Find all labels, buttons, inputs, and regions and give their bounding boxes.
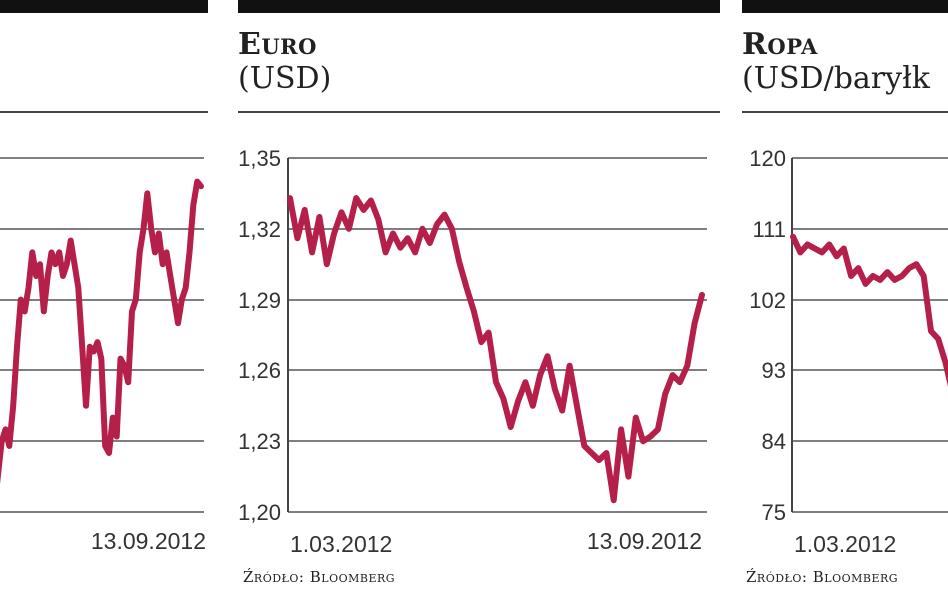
oil-y-tick-0: 120 [749, 146, 786, 171]
panel-2-header-bar [238, 0, 720, 13]
chart-panel-oil: 120 111 102 93 84 75 1.03.2012 [749, 146, 948, 557]
euro-x-end-label: 13.09.2012 [587, 528, 702, 554]
chart-panel-1: 13.09.2012 [0, 157, 206, 554]
chart-panel-euro: 1,35 1,32 1,29 1,26 1,23 1,20 1.03.2012 13.09… [238, 146, 707, 557]
oil-y-tick-5: 75 [762, 500, 786, 525]
panel-1-header-rule [0, 111, 208, 113]
panel-1-header-bar [0, 0, 208, 13]
euro-chart-unit: (USD) [238, 61, 332, 96]
panel-1-gridlines [0, 157, 204, 513]
euro-gridlines [288, 157, 707, 513]
euro-y-tick-4: 1,23 [238, 429, 281, 454]
euro-source-note: Źródło: Bloomberg [243, 568, 396, 586]
euro-y-tick-1: 1,32 [238, 217, 281, 242]
oil-series-line [790, 233, 948, 387]
oil-gridlines [792, 157, 948, 513]
euro-series-line [287, 195, 705, 504]
euro-y-ticks: 1,35 1,32 1,29 1,26 1,23 1,20 [238, 146, 281, 525]
euro-y-tick-3: 1,26 [238, 358, 281, 383]
euro-y-tick-0: 1,35 [238, 146, 281, 171]
euro-x-start-label: 1.03.2012 [290, 531, 392, 557]
oil-y-ticks: 120 111 102 93 84 75 [749, 146, 786, 525]
euro-y-tick-2: 1,29 [238, 288, 281, 313]
oil-chart-unit: (USD/baryłk [742, 61, 930, 96]
panel-3-header-bar [742, 0, 948, 13]
oil-x-start-label: 1.03.2012 [794, 531, 896, 557]
panel-1-x-end-label: 13.09.2012 [91, 528, 206, 554]
oil-y-tick-3: 93 [762, 358, 786, 383]
panel-1-series-line [0, 178, 204, 485]
euro-y-tick-5: 1,20 [238, 500, 281, 525]
euro-chart-title: Euro [238, 27, 317, 62]
oil-source-note: Źródło: Bloomberg [746, 568, 899, 586]
oil-chart-title: Ropa [742, 27, 818, 62]
oil-y-tick-1: 111 [753, 217, 786, 242]
panel-2-header-rule [238, 111, 720, 113]
oil-y-tick-4: 84 [762, 429, 786, 454]
oil-y-tick-2: 102 [749, 288, 786, 313]
panel-3-header-rule [742, 111, 948, 113]
